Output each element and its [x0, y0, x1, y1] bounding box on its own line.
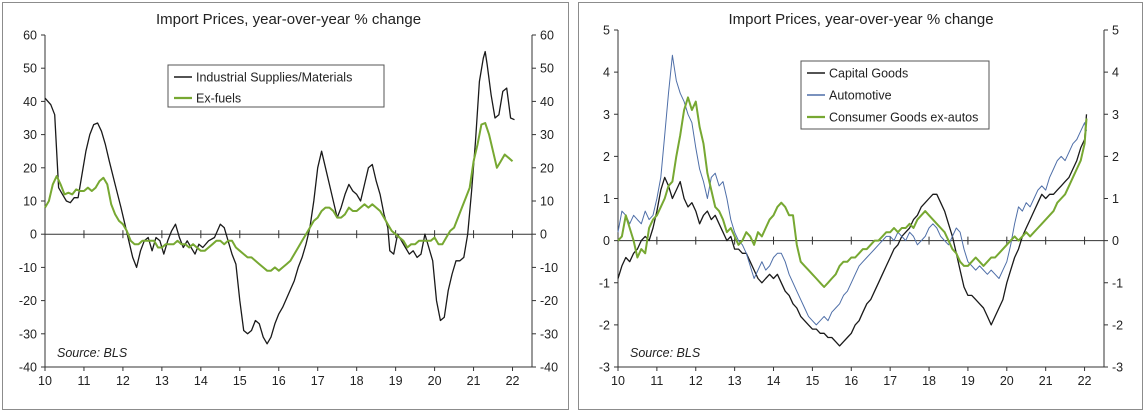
x-tick-label: 17	[883, 374, 897, 388]
y-tick-label-right: 1	[1112, 192, 1119, 206]
y-tick-label-left: 40	[23, 95, 37, 109]
y-tick-label-left: -2	[599, 318, 610, 332]
x-tick-label: 20	[428, 374, 442, 388]
x-tick-label: 19	[389, 374, 403, 388]
x-tick-label: 21	[1039, 374, 1053, 388]
series-line-consumer-goods-ex-autos	[617, 96, 1088, 288]
y-tick-label-left: 4	[603, 66, 610, 80]
right-chart-svg: Import Prices, year-over-year % change -3…	[599, 11, 1123, 388]
legend-label: Capital Goods	[829, 67, 908, 81]
series-line-capital-goods	[617, 114, 1088, 347]
y-tick-label-left: -20	[19, 294, 37, 308]
y-tick-label-right: 4	[1112, 66, 1119, 80]
x-tick-label: 11	[77, 374, 90, 388]
y-tick-label-right: 50	[540, 62, 554, 76]
legend-label: Industrial Supplies/Materials	[196, 71, 352, 85]
x-tick-label: 20	[1000, 374, 1014, 388]
y-tick-label-right: -1	[1112, 276, 1123, 290]
y-tick-label-right: -30	[540, 327, 558, 341]
x-tick-label: 22	[1078, 374, 1092, 388]
y-tick-label-left: -30	[19, 327, 37, 341]
y-tick-label-right: 60	[540, 29, 554, 43]
chart-title: Import Prices, year-over-year % change	[728, 11, 993, 28]
y-tick-label-right: 5	[1112, 24, 1119, 38]
left-chart-panel: Import Prices, year-over-year % change -4…	[2, 2, 569, 410]
source-note: Source: BLS	[630, 346, 701, 360]
y-tick-label-right: -2	[1112, 318, 1123, 332]
y-tick-label-right: 2	[1112, 150, 1119, 164]
y-tick-label-left: 2	[603, 150, 610, 164]
series-line-automotive	[617, 54, 1087, 326]
y-tick-label-right: 20	[540, 161, 554, 175]
legend-box	[800, 60, 990, 130]
y-tick-label-left: -10	[19, 261, 37, 275]
x-tick-label: 13	[728, 374, 742, 388]
legend-box	[167, 64, 385, 108]
x-tick-label: 12	[116, 374, 130, 388]
source-note: Source: BLS	[57, 346, 128, 360]
y-tick-label-left: 10	[23, 195, 37, 209]
y-tick-label-right: 0	[540, 228, 547, 242]
x-tick-label: 15	[233, 374, 247, 388]
y-tick-label-left: 60	[23, 29, 37, 43]
y-tick-label-left: -1	[599, 276, 610, 290]
x-tick-label: 12	[689, 374, 703, 388]
y-tick-label-left: 3	[603, 108, 610, 122]
y-tick-label-left: 20	[23, 161, 37, 175]
y-tick-label-left: 50	[23, 62, 37, 76]
y-tick-label-left: 5	[603, 24, 610, 38]
x-tick-label: 10	[38, 374, 52, 388]
y-tick-label-left: 0	[603, 234, 610, 248]
y-tick-label-right: 10	[540, 195, 554, 209]
x-tick-label: 14	[767, 374, 781, 388]
y-tick-label-right: -10	[540, 261, 558, 275]
x-tick-label: 15	[805, 374, 819, 388]
x-tick-label: 16	[272, 374, 286, 388]
y-tick-label-right: 0	[1112, 234, 1119, 248]
y-tick-label-right: 30	[540, 128, 554, 142]
y-tick-label-left: 1	[603, 192, 610, 206]
x-tick-label: 18	[922, 374, 936, 388]
y-tick-label-right: 3	[1112, 108, 1119, 122]
y-tick-label-right: -40	[540, 361, 558, 375]
chart-title: Import Prices, year-over-year % change	[156, 11, 421, 28]
x-tick-label: 16	[844, 374, 858, 388]
legend-label: Automotive	[829, 89, 892, 103]
y-tick-label-right: -3	[1112, 361, 1123, 375]
x-tick-label: 14	[194, 374, 208, 388]
legend-label: Ex-fuels	[196, 92, 241, 106]
y-tick-label-left: -3	[599, 361, 610, 375]
y-tick-label-left: 0	[30, 228, 37, 242]
x-tick-label: 10	[611, 374, 625, 388]
x-tick-label: 18	[350, 374, 364, 388]
y-tick-label-right: 40	[540, 95, 554, 109]
series-line-ex-fuels	[44, 122, 514, 272]
y-tick-label-left: 30	[23, 128, 37, 142]
legend-label: Consumer Goods ex-autos	[829, 111, 978, 125]
x-tick-label: 21	[467, 374, 481, 388]
x-tick-label: 13	[155, 374, 169, 388]
y-tick-label-right: -20	[540, 294, 558, 308]
left-chart-svg: Import Prices, year-over-year % change -4…	[19, 11, 558, 388]
right-chart-panel: Import Prices, year-over-year % change -3…	[578, 2, 1143, 410]
x-tick-label: 22	[506, 374, 520, 388]
x-tick-label: 19	[961, 374, 975, 388]
x-tick-label: 11	[650, 374, 663, 388]
x-tick-label: 17	[311, 374, 325, 388]
y-tick-label-left: -40	[19, 361, 37, 375]
